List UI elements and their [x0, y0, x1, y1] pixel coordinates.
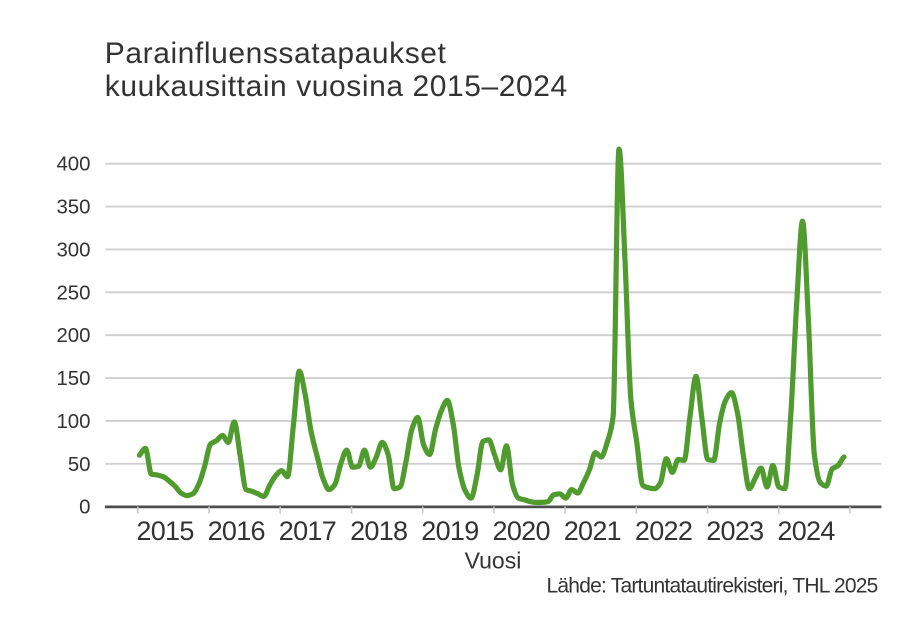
svg-text:2015: 2015	[136, 516, 193, 546]
svg-text:350: 350	[56, 197, 90, 219]
svg-text:Vuosi: Vuosi	[465, 548, 522, 574]
svg-text:150: 150	[56, 368, 90, 390]
svg-text:2018: 2018	[350, 516, 407, 546]
svg-text:200: 200	[56, 325, 90, 347]
svg-text:2023: 2023	[706, 516, 763, 546]
svg-text:250: 250	[56, 282, 90, 304]
svg-text:0: 0	[79, 497, 90, 519]
svg-text:2017: 2017	[279, 516, 336, 546]
svg-text:2016: 2016	[208, 516, 265, 546]
svg-text:2022: 2022	[635, 516, 692, 546]
svg-text:300: 300	[56, 239, 90, 261]
svg-text:Lähde: Tartuntatautirekisteri,: Lähde: Tartuntatautirekisteri, THL 2025	[547, 575, 878, 598]
svg-text:2019: 2019	[421, 516, 478, 546]
svg-text:kuukausittain vuosina 2015–202: kuukausittain vuosina 2015–2024	[105, 70, 568, 103]
svg-text:2024: 2024	[777, 516, 835, 546]
svg-text:Parainfluenssatapaukset: Parainfluenssatapaukset	[105, 37, 447, 70]
svg-text:400: 400	[56, 154, 90, 176]
svg-text:2020: 2020	[493, 516, 550, 546]
svg-text:2021: 2021	[564, 516, 621, 546]
svg-text:50: 50	[68, 454, 91, 476]
svg-text:100: 100	[56, 411, 90, 433]
